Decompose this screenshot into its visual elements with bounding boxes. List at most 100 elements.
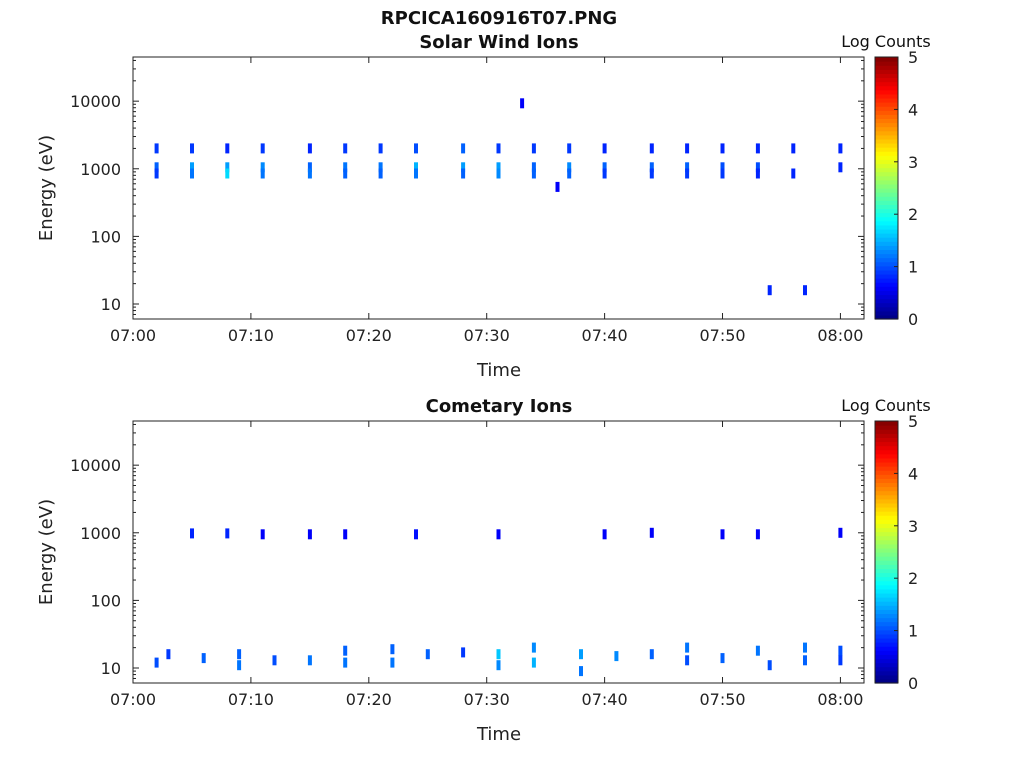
heatmap-cell: [649, 649, 654, 660]
heatmap-cell: [390, 657, 395, 668]
heatmap-cell: [720, 653, 725, 664]
plot-frame: [132, 56, 865, 320]
colorbar-swatch: [875, 621, 898, 627]
colorbar-swatch: [875, 506, 898, 512]
colorbar-swatch: [875, 658, 898, 664]
x-tick-label: 08:00: [817, 690, 863, 709]
colorbar-swatch: [875, 77, 898, 83]
heatmap-cell: [755, 143, 760, 154]
colorbar-swatch: [875, 425, 898, 430]
heatmap-cell: [685, 143, 690, 154]
colorbar-swatch: [875, 110, 898, 115]
colorbar-swatch: [875, 502, 898, 508]
heatmap-cell: [343, 162, 348, 173]
colorbar-swatch: [875, 61, 898, 66]
heatmap-cell: [838, 645, 843, 656]
colorbar-swatch: [875, 633, 898, 639]
heatmap-cell: [649, 143, 654, 154]
heatmap-cell: [237, 649, 242, 660]
colorbar-swatch: [875, 298, 898, 304]
heatmap-cell: [791, 143, 796, 154]
colorbar-swatch: [875, 302, 898, 308]
colorbar-swatch: [875, 163, 898, 169]
colorbar-swatch: [875, 662, 898, 668]
colorbar-swatch: [875, 646, 898, 651]
heatmap-cell: [378, 168, 383, 179]
heatmap-cell: [307, 529, 312, 540]
colorbar-tick-label: 2: [908, 205, 918, 224]
colorbar-swatch: [875, 114, 898, 119]
colorbar-label: Log Counts: [841, 396, 931, 415]
colorbar-swatch: [875, 678, 898, 684]
colorbar-swatch: [875, 597, 898, 602]
colorbar-swatch: [875, 449, 898, 455]
x-axis-label: Time: [476, 360, 521, 381]
colorbar-swatch: [875, 167, 898, 173]
colorbar-swatch: [875, 453, 898, 459]
y-tick-label: 1000: [80, 160, 121, 179]
colorbar-swatch: [875, 249, 898, 255]
colorbar-swatch: [875, 592, 898, 598]
colorbar-swatch: [875, 106, 898, 111]
x-tick-label: 07:40: [582, 690, 628, 709]
heatmap-cell: [425, 649, 430, 660]
colorbar-swatch: [875, 265, 898, 271]
heatmap-cell: [602, 168, 607, 179]
colorbar-swatch: [875, 437, 898, 443]
colorbar-swatch: [875, 89, 898, 95]
heatmap-cell: [531, 162, 536, 173]
heatmap-cell: [343, 657, 348, 668]
colorbar-swatch: [875, 576, 898, 582]
colorbar-swatch: [875, 543, 898, 549]
colorbar-swatch: [875, 118, 898, 124]
heatmap-cell: [496, 649, 501, 660]
colorbar-swatch: [875, 81, 898, 87]
heatmap-cell: [685, 655, 690, 666]
colorbar-swatch: [875, 306, 898, 312]
heatmap-cell: [307, 162, 312, 173]
colorbar-swatch: [875, 138, 898, 144]
heatmap-cell: [720, 529, 725, 540]
heatmap-cell: [343, 143, 348, 154]
colorbar-swatch: [875, 269, 898, 275]
heatmap-cell: [154, 657, 159, 668]
colorbar-swatch: [875, 183, 898, 189]
colorbar-swatch: [875, 237, 898, 242]
heatmap-cell: [378, 143, 383, 154]
heatmap-cell: [567, 143, 572, 154]
heatmap-cell: [602, 529, 607, 540]
heatmap-cell: [755, 529, 760, 540]
heatmap-cell: [201, 653, 206, 664]
heatmap-cell: [720, 143, 725, 154]
heatmap-cell: [649, 168, 654, 179]
heatmap-cell: [602, 162, 607, 173]
colorbar-swatch: [875, 511, 898, 516]
x-tick-label: 07:50: [699, 326, 745, 345]
heatmap-cell: [649, 162, 654, 173]
colorbar-swatch: [875, 527, 898, 533]
colorbar-swatch: [875, 580, 898, 586]
heatmap-cell: [260, 529, 265, 540]
colorbar-tick-label: 5: [908, 412, 918, 431]
colorbar-swatch: [875, 654, 898, 660]
x-tick-label: 07:10: [228, 690, 274, 709]
colorbar-swatch: [875, 290, 898, 296]
heatmap-cell: [555, 181, 560, 192]
colorbar-swatch: [875, 282, 898, 287]
heatmap-cell: [838, 162, 843, 173]
heatmap-cell: [520, 98, 525, 109]
colorbar-swatch: [875, 637, 898, 643]
colorbar-swatch: [875, 666, 898, 672]
y-tick-label: 10000: [70, 92, 121, 111]
colorbar-swatch: [875, 572, 898, 578]
colorbar-tick-label: 3: [908, 517, 918, 536]
heatmap-cell: [414, 162, 418, 173]
colorbar-swatch: [875, 535, 898, 541]
colorbar-swatch: [875, 159, 898, 165]
heatmap-cell: [685, 168, 690, 179]
panel-title: Cometary Ions: [426, 396, 573, 417]
colorbar-swatch: [875, 478, 898, 483]
colorbar-swatch: [875, 179, 898, 185]
panel-cometary: Cometary Ions 07:00 07:10 07:20 07:30 07:40 0…: [36, 396, 931, 745]
heatmap-cell: [602, 143, 607, 154]
